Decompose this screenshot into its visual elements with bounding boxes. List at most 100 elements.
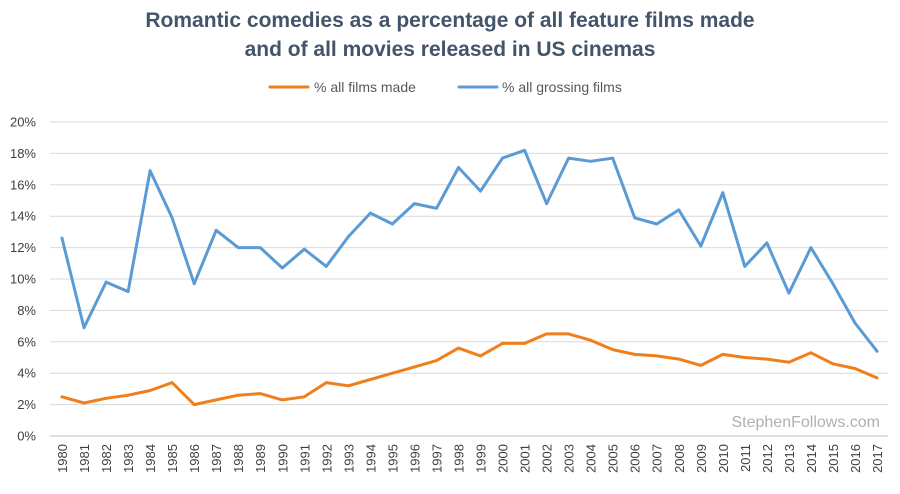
- x-tick-label: 2005: [606, 444, 621, 473]
- data-point-series-2: [391, 222, 394, 226]
- y-tick-label: 16%: [10, 177, 36, 192]
- data-point-series-1: [633, 353, 637, 356]
- data-point-series-2: [479, 189, 482, 193]
- x-tick-label: 1989: [253, 444, 268, 473]
- legend-label-1: % all films made: [314, 79, 416, 95]
- x-tick-label: 1996: [407, 444, 422, 473]
- data-point-series-1: [611, 348, 615, 351]
- data-point-series-1: [391, 371, 394, 375]
- x-tick-label: 2000: [496, 444, 511, 473]
- data-point-series-1: [853, 367, 857, 370]
- x-tick-label: 1994: [363, 444, 378, 473]
- x-tick-label: 2016: [848, 444, 863, 473]
- x-tick-label: 2008: [672, 444, 687, 473]
- data-point-series-1: [501, 342, 504, 345]
- x-tick-label: 1999: [474, 444, 489, 473]
- x-tick-label: 1991: [297, 444, 312, 473]
- data-point-series-1: [236, 393, 240, 397]
- data-point-series-1: [435, 359, 438, 362]
- data-point-series-2: [831, 282, 835, 286]
- data-point-series-2: [633, 216, 637, 220]
- x-tick-label: 1983: [121, 444, 136, 473]
- data-point-series-2: [126, 290, 130, 293]
- x-axis-ticks: 1980 1981 1982 1983 1984 1985 1986 1987 1988 1989…: [55, 444, 885, 473]
- data-point-series-1: [545, 332, 548, 336]
- data-point-series-2: [765, 241, 769, 245]
- data-point-series-1: [457, 346, 460, 350]
- x-tick-label: 2004: [584, 444, 599, 473]
- x-tick-label: 1981: [77, 444, 92, 473]
- data-point-series-2: [743, 265, 747, 268]
- data-point-series-2: [280, 266, 284, 270]
- y-tick-label: 14%: [10, 209, 36, 224]
- x-tick-label: 1987: [209, 444, 224, 473]
- x-tick-label: 2014: [804, 444, 819, 473]
- x-tick-label: 2010: [716, 444, 731, 473]
- data-point-series-1: [809, 351, 813, 355]
- y-tick-label: 18%: [10, 146, 36, 161]
- x-tick-label: 1990: [275, 444, 290, 473]
- data-point-series-2: [236, 246, 240, 250]
- data-point-series-1: [126, 393, 130, 397]
- data-point-series-1: [831, 362, 835, 366]
- data-point-series-2: [787, 291, 791, 295]
- x-tick-label: 2015: [826, 444, 841, 473]
- chart-title: Romantic comedies as a percentage of all…: [0, 6, 900, 64]
- x-tick-label: 2011: [738, 444, 753, 472]
- data-point-series-1: [347, 384, 350, 388]
- y-tick-label: 4%: [17, 366, 36, 381]
- x-tick-label: 1984: [143, 444, 158, 473]
- data-point-series-2: [347, 235, 350, 239]
- x-tick-label: 1985: [165, 444, 180, 473]
- data-point-series-2: [324, 265, 328, 268]
- data-point-series-2: [875, 349, 879, 353]
- data-point-series-2: [853, 321, 857, 325]
- x-tick-label: 1992: [319, 444, 334, 473]
- data-point-series-2: [721, 191, 725, 195]
- x-tick-label: 1982: [99, 444, 114, 473]
- x-tick-label: 2009: [694, 444, 709, 473]
- y-tick-label: 0%: [17, 429, 36, 444]
- data-point-series-2: [457, 166, 460, 169]
- data-point-series-2: [589, 159, 592, 163]
- x-tick-label: 2006: [628, 444, 643, 473]
- data-point-series-1: [523, 342, 526, 345]
- data-point-series-2: [809, 246, 813, 250]
- data-point-series-2: [60, 236, 64, 240]
- data-point-series-2: [435, 206, 438, 210]
- y-tick-label: 6%: [17, 334, 36, 349]
- x-tick-label: 1998: [451, 444, 466, 473]
- data-point-series-2: [523, 148, 526, 152]
- data-point-series-1: [479, 354, 482, 358]
- x-tick-label: 1980: [55, 444, 70, 473]
- data-point-series-2: [302, 247, 306, 251]
- data-point-series-1: [589, 338, 592, 342]
- y-tick-label: 2%: [17, 397, 36, 412]
- y-tick-label: 20%: [10, 115, 36, 130]
- data-point-series-2: [413, 202, 416, 206]
- data-point-series-2: [611, 156, 615, 160]
- series-line-2: [60, 148, 879, 353]
- legend-label-2: % all grossing films: [502, 79, 622, 95]
- series-line-1: [60, 332, 879, 407]
- data-point-series-1: [214, 398, 218, 402]
- y-tick-label: 12%: [10, 240, 36, 255]
- data-point-series-1: [765, 357, 769, 361]
- data-point-series-2: [82, 326, 86, 330]
- data-point-series-1: [567, 332, 570, 336]
- data-point-series-2: [369, 211, 372, 215]
- data-point-series-1: [170, 381, 174, 384]
- x-tick-label: 1993: [341, 444, 356, 473]
- x-tick-label: 2003: [562, 444, 577, 473]
- data-point-series-1: [875, 376, 879, 380]
- x-tick-label: 2017: [870, 444, 885, 473]
- data-point-series-2: [170, 216, 174, 220]
- data-point-series-2: [192, 282, 196, 286]
- series-lines: [60, 148, 879, 407]
- x-tick-label: 2012: [760, 444, 775, 473]
- data-point-series-1: [60, 395, 64, 399]
- watermark-text: StephenFollows.com: [731, 414, 880, 431]
- data-point-series-1: [721, 353, 725, 356]
- data-point-series-2: [545, 202, 548, 206]
